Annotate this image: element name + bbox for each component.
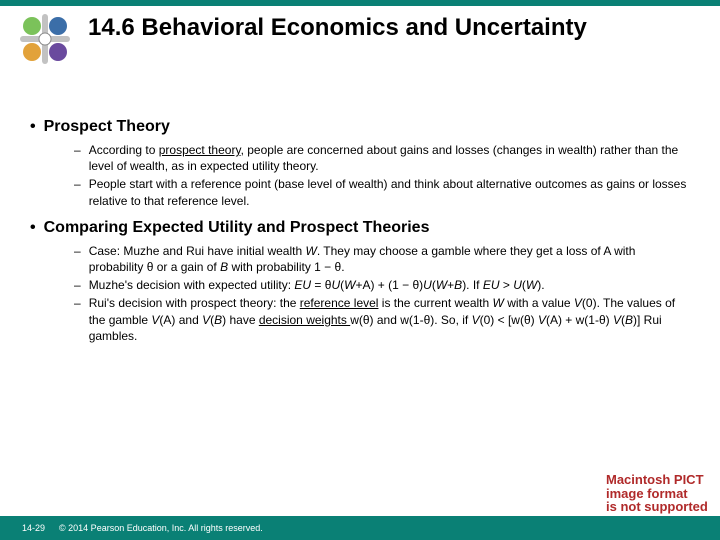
sub-text: According to prospect theory, people are… — [89, 142, 690, 174]
sub-list: – According to prospect theory, people a… — [74, 142, 690, 209]
sub-item: – People start with a reference point (b… — [74, 176, 690, 208]
slide-icon — [18, 12, 72, 66]
error-line: Macintosh PICT — [606, 473, 716, 487]
slide-content: • Prospect Theory – According to prospec… — [30, 108, 690, 350]
slide-title: 14.6 Behavioral Economics and Uncertaint… — [88, 14, 700, 43]
topic-text: Comparing Expected Utility and Prospect … — [44, 219, 430, 237]
error-line: is not supported — [606, 500, 716, 514]
dash-icon: – — [74, 295, 81, 344]
text-fragment: According to — [89, 143, 159, 157]
sub-item: – According to prospect theory, people a… — [74, 142, 690, 174]
header-bar — [0, 0, 720, 6]
sub-text: Rui's decision with prospect theory: the… — [89, 295, 690, 344]
sub-item: – Rui's decision with prospect theory: t… — [74, 295, 690, 344]
copyright-text: © 2014 Pearson Education, Inc. All right… — [59, 523, 263, 533]
dash-icon: – — [74, 243, 81, 275]
sub-item: – Muzhe's decision with expected utility… — [74, 277, 690, 293]
bullet-dot: • — [30, 219, 36, 237]
sub-text: Muzhe's decision with expected utility: … — [89, 277, 545, 293]
pict-error-box: Macintosh PICT image format is not suppo… — [606, 473, 716, 514]
slide-number: 14-29 — [22, 523, 45, 533]
topic-text: Prospect Theory — [44, 118, 170, 136]
sub-list: – Case: Muzhe and Rui have initial wealt… — [74, 243, 690, 344]
topic-heading: • Prospect Theory — [30, 118, 690, 136]
dash-icon: – — [74, 176, 81, 208]
sub-text: People start with a reference point (bas… — [89, 176, 690, 208]
footer-bar: 14-29 © 2014 Pearson Education, Inc. All… — [0, 516, 720, 540]
bullet-dot: • — [30, 118, 36, 136]
topic-heading: • Comparing Expected Utility and Prospec… — [30, 219, 690, 237]
underline-term: prospect theory — [159, 143, 241, 157]
dash-icon: – — [74, 142, 81, 174]
sub-item: – Case: Muzhe and Rui have initial wealt… — [74, 243, 690, 275]
error-line: image format — [606, 487, 716, 501]
dash-icon: – — [74, 277, 81, 293]
sub-text: Case: Muzhe and Rui have initial wealth … — [89, 243, 690, 275]
